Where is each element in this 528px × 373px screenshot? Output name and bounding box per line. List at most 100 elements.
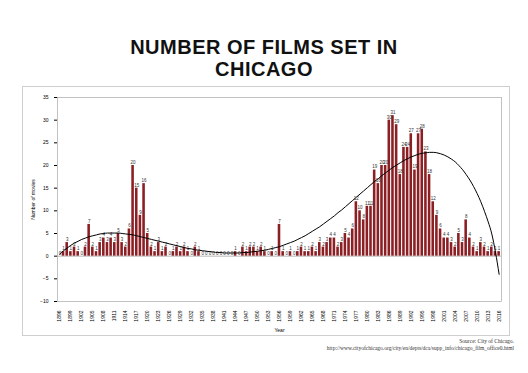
svg-text:1: 1 xyxy=(498,246,501,251)
svg-text:2: 2 xyxy=(253,242,256,247)
svg-text:18: 18 xyxy=(427,169,433,174)
svg-text:15: 15 xyxy=(134,183,140,188)
svg-text:3: 3 xyxy=(106,237,109,242)
svg-text:2016: 2016 xyxy=(496,310,502,321)
svg-text:5: 5 xyxy=(344,228,347,233)
svg-text:1950: 1950 xyxy=(254,310,260,321)
svg-text:2: 2 xyxy=(194,242,197,247)
svg-text:3: 3 xyxy=(99,237,102,242)
svg-text:3: 3 xyxy=(319,237,322,242)
svg-text:2: 2 xyxy=(165,242,168,247)
svg-text:5: 5 xyxy=(146,228,149,233)
svg-text:1989: 1989 xyxy=(397,310,403,321)
svg-text:4: 4 xyxy=(443,232,446,237)
svg-text:1905: 1905 xyxy=(89,310,95,321)
svg-text:1911: 1911 xyxy=(111,310,117,321)
svg-text:1923: 1923 xyxy=(155,310,161,321)
svg-text:2: 2 xyxy=(150,242,153,247)
svg-text:1941: 1941 xyxy=(221,310,227,321)
svg-text:1920: 1920 xyxy=(144,310,150,321)
svg-text:2: 2 xyxy=(249,242,252,247)
svg-text:1: 1 xyxy=(487,246,490,251)
svg-text:1: 1 xyxy=(70,246,73,251)
svg-text:4: 4 xyxy=(348,232,351,237)
svg-text:1: 1 xyxy=(304,246,307,251)
svg-text:1935: 1935 xyxy=(199,310,205,321)
svg-text:25: 25 xyxy=(43,139,49,145)
svg-text:12: 12 xyxy=(431,196,437,201)
svg-text:1926: 1926 xyxy=(166,310,172,321)
svg-text:1974: 1974 xyxy=(342,310,348,321)
svg-text:1938: 1938 xyxy=(210,310,216,321)
svg-text:1995: 1995 xyxy=(419,310,425,321)
svg-text:1968: 1968 xyxy=(320,310,326,321)
svg-text:10: 10 xyxy=(43,207,49,213)
svg-text:4: 4 xyxy=(329,232,332,237)
svg-text:0: 0 xyxy=(81,251,84,256)
svg-text:28: 28 xyxy=(420,124,426,129)
svg-text:8: 8 xyxy=(465,214,468,219)
svg-text:Number of movies: Number of movies xyxy=(30,179,36,220)
svg-text:2: 2 xyxy=(311,242,314,247)
svg-text:1: 1 xyxy=(297,246,300,251)
svg-text:9: 9 xyxy=(436,210,439,215)
svg-text:6: 6 xyxy=(128,223,131,228)
svg-text:−10: −10 xyxy=(40,298,49,304)
svg-text:20: 20 xyxy=(131,160,137,165)
svg-text:1: 1 xyxy=(77,246,80,251)
svg-text:7: 7 xyxy=(278,219,281,224)
svg-text:1: 1 xyxy=(256,246,259,251)
svg-text:4: 4 xyxy=(333,232,336,237)
svg-text:4: 4 xyxy=(447,232,450,237)
svg-text:6: 6 xyxy=(439,223,442,228)
svg-text:1: 1 xyxy=(154,246,157,251)
svg-text:2: 2 xyxy=(472,242,475,247)
svg-text:5: 5 xyxy=(458,228,461,233)
svg-text:0: 0 xyxy=(267,251,270,256)
svg-text:Year: Year xyxy=(274,327,284,333)
svg-text:24: 24 xyxy=(405,142,411,147)
svg-text:1947: 1947 xyxy=(243,310,249,321)
svg-text:1917: 1917 xyxy=(133,310,139,321)
svg-text:1896: 1896 xyxy=(56,310,62,321)
svg-text:5: 5 xyxy=(46,230,49,236)
svg-text:1983: 1983 xyxy=(375,310,381,321)
svg-text:1962: 1962 xyxy=(298,310,304,321)
svg-text:1899: 1899 xyxy=(67,310,73,321)
svg-text:1953: 1953 xyxy=(265,310,271,321)
svg-text:30: 30 xyxy=(387,115,393,120)
svg-text:2: 2 xyxy=(84,242,87,247)
svg-text:0: 0 xyxy=(275,251,278,256)
svg-text:35: 35 xyxy=(43,94,49,100)
svg-text:1: 1 xyxy=(95,246,98,251)
svg-text:1992: 1992 xyxy=(408,310,414,321)
svg-text:1932: 1932 xyxy=(188,310,194,321)
svg-text:1914: 1914 xyxy=(122,310,128,321)
svg-text:2: 2 xyxy=(483,242,486,247)
svg-text:1929: 1929 xyxy=(177,310,183,321)
svg-text:2010: 2010 xyxy=(474,310,480,321)
svg-text:1965: 1965 xyxy=(309,310,315,321)
svg-text:15: 15 xyxy=(43,185,49,191)
svg-text:1980: 1980 xyxy=(364,310,370,321)
svg-text:19: 19 xyxy=(372,164,378,169)
svg-text:18: 18 xyxy=(398,169,404,174)
svg-text:3: 3 xyxy=(461,237,464,242)
svg-text:23: 23 xyxy=(423,146,429,151)
svg-text:7: 7 xyxy=(88,219,91,224)
svg-text:29: 29 xyxy=(394,119,400,124)
svg-text:1: 1 xyxy=(172,246,175,251)
svg-text:1902: 1902 xyxy=(78,310,84,321)
svg-text:1: 1 xyxy=(161,246,164,251)
svg-text:0: 0 xyxy=(46,253,49,259)
svg-text:1977: 1977 xyxy=(353,310,359,321)
svg-text:3: 3 xyxy=(480,237,483,242)
svg-text:2: 2 xyxy=(322,242,325,247)
svg-text:20: 20 xyxy=(43,162,49,168)
svg-text:3: 3 xyxy=(66,237,69,242)
svg-text:3: 3 xyxy=(340,237,343,242)
svg-text:2: 2 xyxy=(242,242,245,247)
svg-text:2: 2 xyxy=(491,242,494,247)
svg-text:30: 30 xyxy=(43,117,49,123)
svg-text:1956: 1956 xyxy=(276,310,282,321)
